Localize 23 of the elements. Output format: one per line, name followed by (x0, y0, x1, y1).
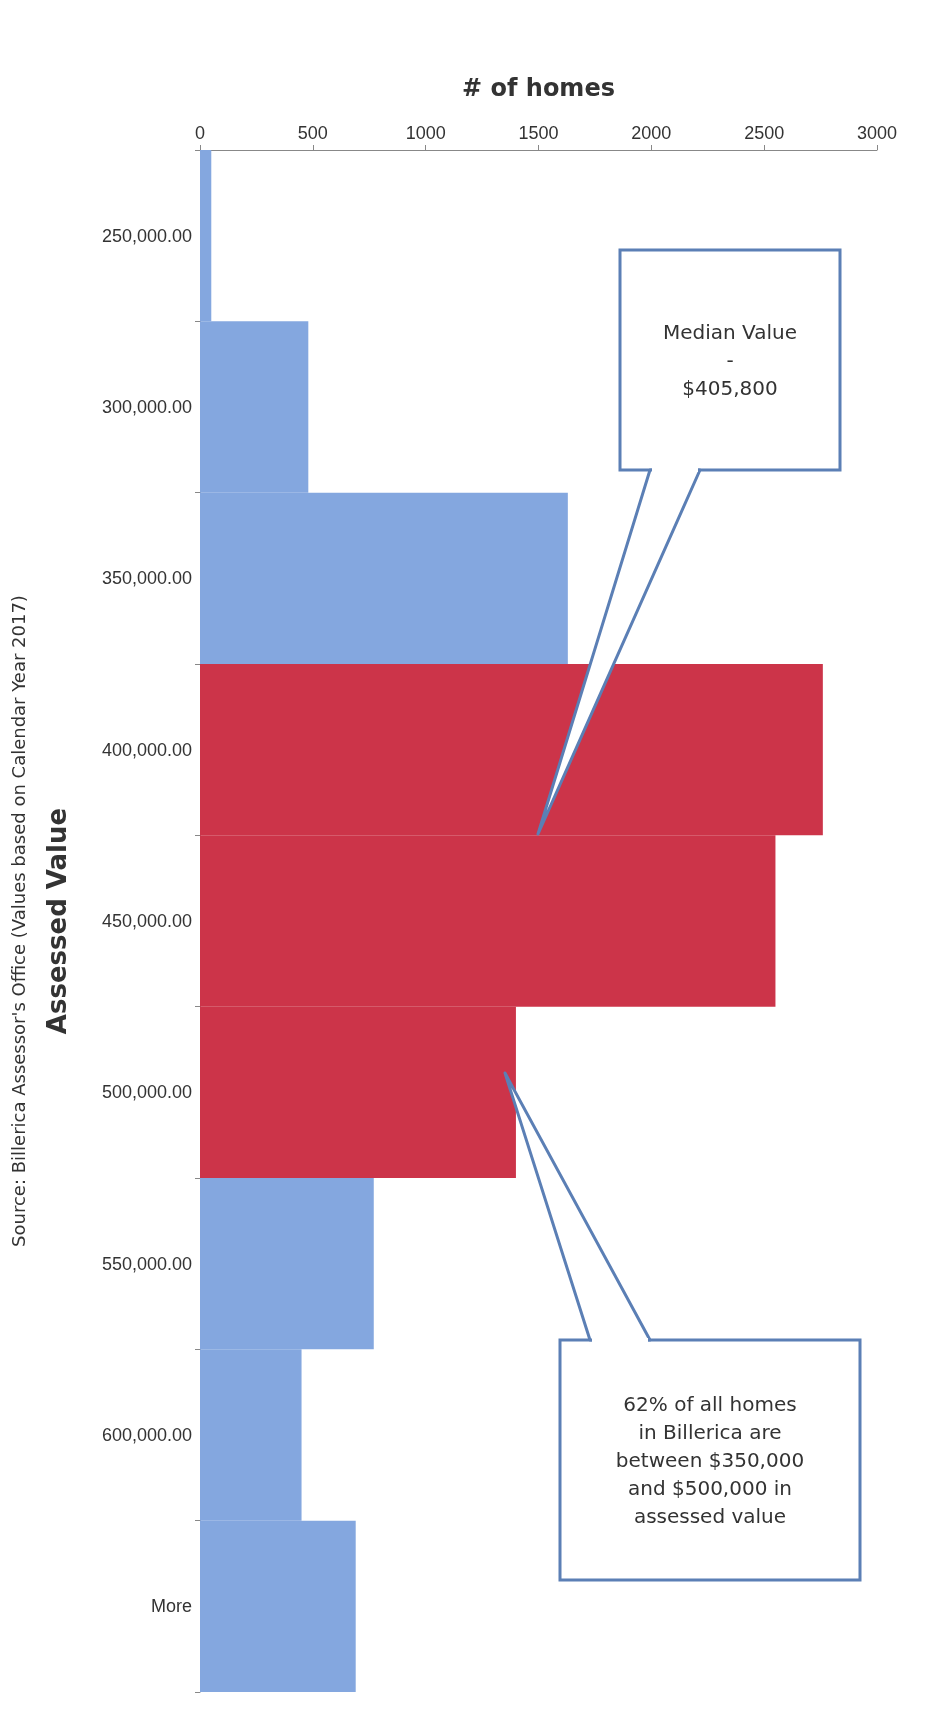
annotation: 62% of all homes in Billerica are between $350,000 and $500,000 in assessed value (615, 1392, 805, 1528)
y-tick-label: 550,000.00 (101, 1253, 192, 1274)
y-tick-label: 250,000.00 (101, 225, 192, 246)
source-note: Source: Billerica Assessor's Office (Values based on Calendar Year 2017) (7, 595, 29, 1247)
x-axis-title: # of homes (462, 74, 615, 102)
x-tick-label: 1500 (518, 123, 559, 143)
callout-box: Median Value - $405,800 (536, 248, 842, 836)
x-tick-label: 2000 (631, 123, 672, 143)
annotation: Median Value - $405,800 (662, 320, 798, 400)
y-tick-label: 300,000.00 (101, 397, 192, 417)
y-tick-label: 600,000.00 (101, 1425, 192, 1445)
x-tick-label: 3000 (856, 123, 898, 143)
y-tick-label: More (150, 1596, 192, 1617)
y-tick-label: 500,000.00 (101, 1082, 192, 1103)
x-tick-label: 500 (297, 123, 328, 143)
y-tick-label: 400,000.00 (101, 739, 192, 760)
y-tick-label: 450,000.00 (101, 911, 192, 931)
y-tick-label: 350,000.00 (101, 568, 192, 589)
x-tick-label: 1000 (405, 123, 446, 143)
x-tick-label: 2500 (744, 123, 785, 143)
callout-box: 62% of all homes in Billerica are between $350,000 and $500,000 in assessed value (503, 1071, 862, 1582)
x-tick-label: 0 (194, 123, 206, 143)
y-axis-title: Assessed Value (42, 807, 72, 1035)
